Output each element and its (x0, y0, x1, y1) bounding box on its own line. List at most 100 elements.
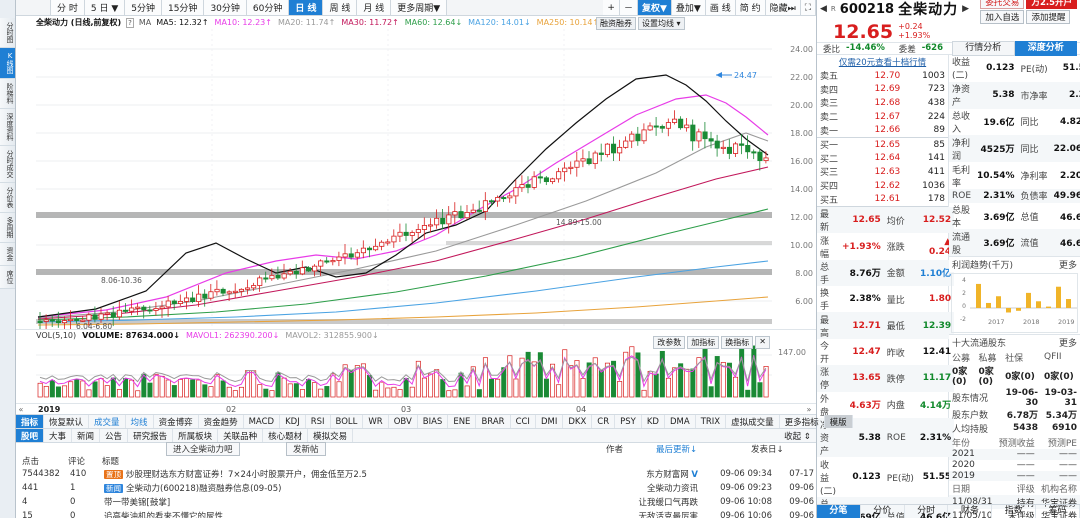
indicator-tab-ENE[interactable]: ENE (448, 415, 477, 428)
ask-row[interactable]: 卖三 12.68 438 (817, 96, 948, 110)
bid-row[interactable]: 买三 12.63 411 (817, 165, 948, 179)
right-bottom-tab-2[interactable]: 分时 (905, 505, 949, 518)
indicator-tab-MACD[interactable]: MACD (244, 415, 281, 428)
profit-trend-more-link[interactable]: 更多 (1058, 261, 1077, 272)
indicator-tab-更多指标[interactable]: 更多指标 (780, 415, 825, 428)
indicator-tab-DKX[interactable]: DKX (563, 415, 593, 428)
bid-row[interactable]: 买二 12.64 141 (817, 152, 948, 166)
bid-row[interactable]: 买一 12.65 85 (817, 137, 948, 152)
bbs-tab-3[interactable]: 研究报告 (128, 429, 174, 442)
rail-item-7[interactable]: 资金 (0, 243, 15, 266)
period-tab-4[interactable]: 30分钟 (204, 0, 247, 15)
period-tab-3[interactable]: 15分钟 (161, 0, 205, 15)
chart-action-3[interactable]: ✕ (755, 336, 770, 349)
rail-item-8[interactable]: 席位 (0, 266, 15, 289)
collapse-button[interactable]: 收起 ⇕ (784, 431, 811, 442)
period-tab-8[interactable]: 月 线 (357, 0, 392, 15)
news-title[interactable]: 新闻 全柴动力(600218)融资融券信息(09-05) (104, 484, 282, 494)
ask-row[interactable]: 卖二 12.67 224 (817, 110, 948, 124)
bbs-tab-5[interactable]: 关联品种 (218, 429, 264, 442)
help-icon[interactable]: ? (126, 17, 134, 28)
trade-button[interactable]: 委托交易 (980, 0, 1025, 9)
col-title[interactable]: 标题 (102, 457, 120, 467)
bbs-tab-0[interactable]: 大事 (44, 429, 73, 442)
chart-tool-4[interactable]: 画 线 (705, 0, 736, 15)
chart-tool-6[interactable]: 隐藏⏭ (765, 0, 801, 15)
indicator-tab-BIAS[interactable]: BIAS (418, 415, 449, 428)
rail-item-5[interactable]: 分价表 (0, 183, 15, 213)
bbs-tab-6[interactable]: 核心题材 (263, 429, 309, 442)
rail-item-4[interactable]: 分时成交 (0, 146, 15, 183)
chart-subtools[interactable]: 融资融券 设置均线 ▾ (596, 17, 685, 30)
right-bottom-tab-3[interactable]: 财务 (948, 505, 993, 518)
indicator-tab-OBV[interactable]: OBV (389, 415, 418, 428)
chart-action-0[interactable]: 改参数 (653, 336, 686, 349)
add-watchlist-button[interactable]: 加入自选 (980, 9, 1025, 24)
stock-action-buttons[interactable]: 委托交易 万2.5开户 加入自选 添加提醒 (980, 0, 1077, 24)
bbs-tab-lead[interactable]: 股吧 (16, 429, 45, 442)
news-row[interactable]: 7544382 410 置顶 炒股理财选东方财富证券！7×24小时股票开户，佣金低至万… (16, 467, 816, 481)
right-bottom-tab-1[interactable]: 分价 (861, 505, 905, 518)
indicator-tab-BOLL[interactable]: BOLL (331, 415, 364, 428)
indicator-tab-KD[interactable]: KD (642, 415, 665, 428)
rail-item-6[interactable]: 多周期 (0, 213, 15, 243)
bbs-tab-7[interactable]: 模拟交易 (308, 429, 354, 442)
right-bottom-tab-0[interactable]: 分笔 (817, 505, 861, 518)
news-author[interactable]: 东方财富网 V (646, 470, 698, 480)
tab-deep-analysis[interactable]: 深度分析 (1014, 41, 1077, 56)
indicator-tab-CCI[interactable]: CCI (511, 415, 536, 428)
indicator-action-buttons[interactable]: 改参数 加指标 换指标 ✕ (651, 336, 770, 349)
right-bottom-tab-5[interactable]: 筹码 (1036, 505, 1080, 518)
indicator-tab-TRIX[interactable]: TRIX (696, 415, 727, 428)
open-account-button[interactable]: 万2.5开户 (1026, 0, 1077, 9)
ten-level-promo[interactable]: 仅需20元查看十档行情 (838, 58, 927, 68)
candlestick-chart[interactable]: 24.47 14.89-15.00 8.06-10.36 6.04-6.80 2… (16, 29, 816, 329)
indicator-tab-KDJ[interactable]: KDJ (280, 415, 306, 428)
col-comments[interactable]: 评论 (68, 457, 86, 467)
indicator-tab-恢复默认[interactable]: 恢复默认 (44, 415, 90, 428)
indicator-tab-虚拟成交量[interactable]: 虚拟成交量 (726, 415, 780, 428)
indicator-tab-BRAR[interactable]: BRAR (476, 415, 511, 428)
period-tab-5[interactable]: 60分钟 (246, 0, 290, 15)
volume-chart[interactable]: 147.00 (16, 341, 816, 403)
indicator-tab-DMI[interactable]: DMI (536, 415, 564, 428)
col-pubdate[interactable]: 发表日↓ (751, 445, 784, 455)
indicator-tab-RSI[interactable]: RSI (306, 415, 331, 428)
bbs-tab-2[interactable]: 公告 (100, 429, 129, 442)
indicator-tab-成交量[interactable]: 成交量 (89, 415, 126, 428)
chart-tool-1[interactable]: － (619, 0, 638, 15)
indicator-tab-模版[interactable]: 模版 (824, 415, 853, 428)
next-stock-icon[interactable]: ▶ (962, 4, 969, 14)
chart-tool-2[interactable]: 复权▼ (637, 0, 672, 15)
col-last-update[interactable]: 最后更新↓ (656, 445, 698, 455)
news-author[interactable]: 让我缓口气再跌 (638, 498, 698, 508)
bbs-tab-1[interactable]: 新闻 (72, 429, 101, 442)
rail-item-0[interactable]: 分时图 (0, 18, 15, 48)
chart-tool-7[interactable]: ⛶ (800, 0, 816, 15)
news-title[interactable]: 带一带美锦[鼓掌] (104, 498, 171, 508)
left-tab-rail[interactable]: 分时图 K线图 阶梯料 深度资料 分时成交 分价表 多周期 资金 席位 (0, 0, 16, 518)
enter-bbs-button[interactable]: 进入全柴动力吧 (166, 442, 240, 456)
indicator-tab-WR[interactable]: WR (363, 415, 389, 428)
indicator-tab-均线[interactable]: 均线 (126, 415, 154, 428)
ask-row[interactable]: 卖一 12.66 89 (817, 123, 948, 138)
period-tab-2[interactable]: 5分钟 (125, 0, 162, 15)
indicator-tab-CR[interactable]: CR (592, 415, 616, 428)
news-author[interactable]: 无敌活克最厉害 (638, 512, 698, 518)
bid-row[interactable]: 买四 12.62 1036 (817, 179, 948, 193)
rail-item-3[interactable]: 深度资料 (0, 109, 15, 146)
chart-tool-3[interactable]: 叠加▼ (671, 0, 706, 15)
subtool-1[interactable]: 设置均线 ▾ (638, 17, 685, 30)
indicator-tab-PSY[interactable]: PSY (615, 415, 642, 428)
indicator-tabs[interactable]: 指标 恢复默认 成交量 均线 资金博弈 资金趋势 MACD KDJ RSI BOLL WR OBV BI… (16, 414, 853, 428)
tab-market-analysis[interactable]: 行情分析 (952, 41, 1015, 56)
col-clicks[interactable]: 点击 (22, 457, 40, 467)
right-bottom-tabs[interactable]: 分笔 分价 分时 财务 指数 筹码 (817, 504, 1080, 518)
chart-tool-5[interactable]: 简 约 (735, 0, 766, 15)
subtool-0[interactable]: 融资融券 (596, 17, 636, 30)
indicator-tab-资金趋势[interactable]: 资金趋势 (199, 415, 244, 428)
period-tab-6[interactable]: 日 线 (289, 0, 324, 15)
news-author[interactable]: 全柴动力资讯 (646, 484, 698, 494)
bbs-tab-4[interactable]: 所属板块 (173, 429, 219, 442)
